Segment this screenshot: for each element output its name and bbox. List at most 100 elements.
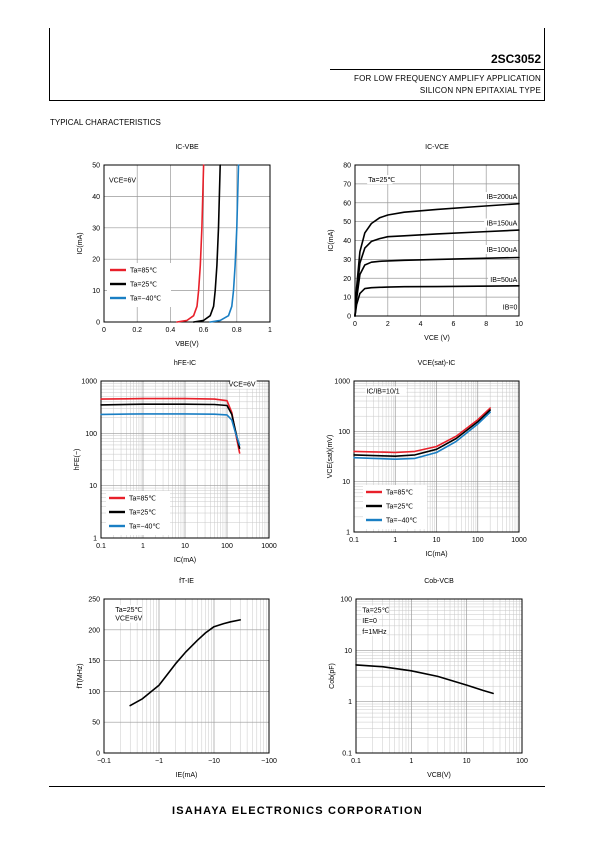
plot-frame: [103, 164, 271, 323]
x-axis-label: IC(mA): [174, 557, 196, 564]
y-axis-label: IC(mA): [77, 232, 84, 254]
annotation-bg: [488, 275, 519, 285]
annotation: IC/IB=10/1: [366, 388, 399, 395]
x-tick-label: 10: [515, 321, 523, 328]
annotation-bg: [361, 626, 387, 636]
x-tick-label: 0.8: [232, 327, 242, 334]
x-axis-label: IE(mA): [176, 772, 198, 779]
y-tick-label: 1: [348, 699, 352, 706]
x-tick-label: 6: [451, 321, 455, 328]
x-tick-label: 2: [386, 321, 390, 328]
y-tick-label: 50: [343, 219, 351, 226]
y-tick-label: 1: [93, 536, 97, 543]
y-tick-label: 0: [96, 751, 100, 758]
x-tick-label: 4: [419, 321, 423, 328]
y-tick-label: 100: [88, 689, 100, 696]
x-tick-label: −10: [208, 758, 220, 765]
legend-entry: Ta=−40℃: [129, 524, 160, 531]
y-tick-label: 0: [347, 314, 351, 321]
x-tick-label: 1: [268, 327, 272, 334]
chart-title: fT-IE: [179, 578, 194, 585]
x-tick-label: 1000: [261, 543, 277, 550]
x-tick-label: 100: [221, 543, 233, 550]
chart-ft-ie: −0.1 −1 −10 −100 0 50 100 150 200 250 fT-IE IE(mA) f…: [77, 578, 277, 779]
y-tick-label: 10: [344, 648, 352, 655]
annotation-bg: [114, 613, 140, 623]
plot-frame: [355, 598, 523, 754]
chart-title: VCE(sat)-IC: [418, 360, 456, 367]
y-tick-label: 40: [343, 238, 351, 245]
x-axis-label: IC(mA): [425, 551, 447, 558]
x-tick-label: 0.4: [166, 327, 176, 334]
series-line-0: [353, 407, 492, 454]
chart-ic-vce: 0 2 4 6 8 10 0 10 20 30 40 50 60 70 80 IC-VCE VCE (V) IC(…: [328, 144, 523, 342]
x-tick-label: −0.1: [97, 758, 111, 765]
x-axis-label: VCB(V): [427, 772, 451, 779]
chart-title: hFE-IC: [174, 360, 196, 367]
header-bottom-rule: [49, 100, 545, 101]
annotation-bg: [107, 175, 134, 185]
chart-hfe-ic: 0.1 1 10 100 10001101001000hFE-ICIC(mA)hFE(−…: [74, 360, 277, 564]
x-tick-label: 0.2: [132, 327, 142, 334]
y-tick-label: 100: [340, 597, 352, 604]
x-tick-label: −100: [261, 758, 277, 765]
y-tick-label: 10: [89, 483, 97, 490]
x-tick-label: 1: [141, 543, 145, 550]
y-tick-label: 70: [343, 181, 351, 188]
annotation-bg: [499, 302, 519, 312]
legend-entry: Ta=25℃: [130, 282, 157, 289]
part-number: 2SC3052: [490, 52, 541, 66]
chart-vcesat-ic: 0.1 1 10 100 10001101001000VCE(sat)-ICIC(mA)…: [327, 360, 527, 558]
x-tick-label: 100: [516, 758, 528, 765]
series-line-2: [353, 411, 492, 461]
annotation: Ta=25℃: [115, 607, 142, 614]
annotation-bg: [114, 605, 140, 615]
x-tick-label: 0.6: [199, 327, 209, 334]
annotation: IB=150uA: [486, 221, 517, 228]
legend-entry: Ta=−40℃: [130, 296, 161, 303]
annotation: f=1MHz: [362, 629, 387, 636]
series-line-1: [353, 409, 492, 458]
y-tick-label: 30: [343, 257, 351, 264]
y-tick-label: 80: [343, 163, 351, 170]
annotation: IE=0: [362, 618, 377, 625]
section-title: TYPICAL CHARACTERISTICS: [50, 118, 161, 127]
company-name: ISAHAYA ELECTRONICS CORPORATION: [172, 805, 423, 817]
x-tick-label: 1000: [511, 537, 527, 544]
plot-frame: [100, 380, 270, 539]
y-tick-label: 0: [96, 320, 100, 327]
x-tick-label: 10: [433, 537, 441, 544]
y-tick-label: 100: [85, 431, 97, 438]
annotation-bg: [230, 379, 257, 389]
y-axis-label: Cob(pF): [329, 663, 336, 689]
y-tick-label: 60: [343, 200, 351, 207]
y-tick-label: 20: [92, 257, 100, 264]
x-tick-label: 1: [393, 537, 397, 544]
x-tick-label: 8: [484, 321, 488, 328]
y-tick-label: 50: [92, 720, 100, 727]
legend-entry: Ta=85℃: [129, 496, 156, 503]
chart-title: IC-VBE: [175, 144, 199, 151]
series-line-1: [354, 229, 520, 317]
legend-entry: Ta=25℃: [386, 504, 413, 511]
y-tick-label: 40: [92, 194, 100, 201]
y-tick-label: 1000: [81, 379, 97, 386]
legend-entry: Ta=85℃: [130, 268, 157, 275]
annotation-bg: [367, 175, 393, 185]
series-line-3: [354, 284, 520, 317]
series-line-2: [354, 256, 520, 317]
annotation: VCE=6V: [109, 178, 136, 185]
series-line-0: [354, 202, 520, 317]
series-line-2: [100, 413, 241, 446]
x-tick-label: −1: [155, 758, 163, 765]
annotation: IB=100uA: [486, 247, 517, 254]
y-tick-label: 30: [92, 225, 100, 232]
chart-title: Cob-VCB: [424, 578, 454, 585]
y-tick-label: 0.1: [342, 751, 352, 758]
y-tick-label: 50: [92, 163, 100, 170]
y-tick-label: 10: [92, 288, 100, 295]
chart-ic-vbe: 0 0.2 0.4 0.6 0.8 101020304050IC-VBEVBE(V)IC(…: [77, 144, 272, 348]
plot-frame: [353, 380, 520, 533]
annotation-bg: [365, 386, 407, 396]
annotation-bg: [361, 616, 379, 626]
